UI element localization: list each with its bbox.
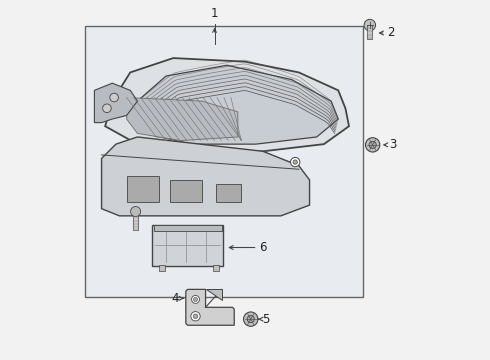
Circle shape [369, 141, 376, 148]
Circle shape [364, 19, 375, 31]
Polygon shape [205, 289, 221, 300]
FancyBboxPatch shape [152, 225, 223, 266]
Bar [133, 212, 139, 230]
Circle shape [247, 316, 254, 323]
Polygon shape [105, 58, 349, 155]
Text: 6: 6 [259, 241, 266, 254]
Text: 5: 5 [262, 312, 270, 326]
Circle shape [244, 312, 258, 326]
Text: 2: 2 [387, 27, 394, 40]
Circle shape [102, 104, 111, 113]
Bar [170, 180, 202, 202]
Polygon shape [126, 65, 338, 144]
Circle shape [191, 312, 200, 321]
Circle shape [293, 160, 297, 164]
Bar [216, 184, 242, 202]
Circle shape [131, 207, 141, 217]
Text: 3: 3 [390, 138, 397, 151]
Bar [368, 25, 372, 40]
Circle shape [110, 93, 119, 102]
Circle shape [194, 297, 197, 301]
Polygon shape [101, 137, 310, 216]
Text: 1: 1 [211, 7, 218, 20]
Circle shape [366, 138, 380, 152]
Polygon shape [95, 83, 137, 123]
Bar [159, 265, 166, 271]
Bar [126, 176, 159, 202]
Polygon shape [126, 98, 238, 140]
Bar [85, 26, 364, 297]
Circle shape [192, 296, 199, 303]
Text: 4: 4 [171, 292, 179, 305]
Bar [153, 225, 221, 231]
Circle shape [193, 314, 198, 319]
Circle shape [291, 157, 300, 167]
Polygon shape [186, 289, 234, 325]
Bar [213, 265, 219, 271]
